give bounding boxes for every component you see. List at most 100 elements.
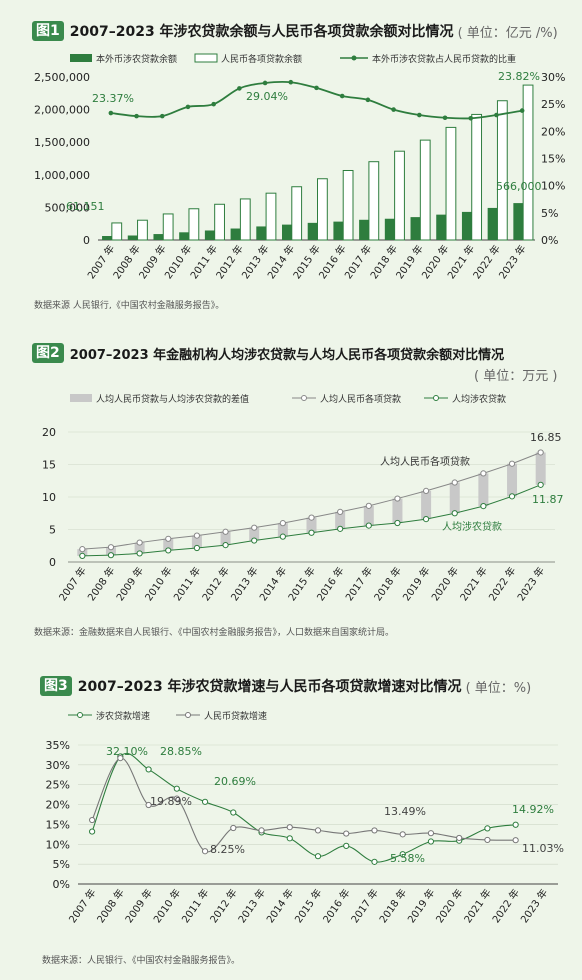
chart1-ytick-left: 2,500,000	[34, 71, 90, 84]
chart3-ann-6: 13.49%	[384, 805, 426, 818]
chart3-line-agri-point	[399, 851, 406, 858]
chart1-bar-agri	[410, 217, 421, 240]
chart1-ratio-point	[519, 108, 525, 113]
chart2-point-rmb	[251, 524, 258, 531]
chart2-xtick: 2016 年	[314, 564, 347, 603]
chart3-line-agri-point	[201, 798, 209, 805]
chart3-ann-1: 32.10%	[106, 745, 148, 758]
chart2-badge: 图2	[32, 343, 64, 363]
chart3-line-agri-point	[173, 785, 180, 792]
chart2-diff-bar	[163, 538, 174, 551]
chart1-bar-rmb	[496, 100, 508, 241]
chart2-legend-swatch-bar	[70, 394, 92, 402]
chart3-xtick: 2018 年	[376, 886, 409, 925]
chart2-point-agri	[251, 537, 258, 544]
chart2-diff-bar	[507, 463, 518, 497]
chart1-ratio-point	[391, 107, 396, 112]
chart1-bar-rmb	[291, 186, 303, 241]
chart1-ytick-left: 500,000	[45, 201, 91, 214]
chart2-xtick: 2021 年	[457, 564, 490, 603]
chart3-line-rmb-point	[314, 827, 322, 834]
chart2-ann-label-agri: 人均涉农贷款	[442, 520, 502, 533]
chart1-unit: ( 单位：亿元 /%)	[457, 25, 558, 41]
chart3-line-agri-point	[427, 838, 435, 845]
chart2-ann-label-rmb: 人均人民币各项贷款	[380, 455, 470, 468]
chart2-point-rmb	[107, 544, 115, 551]
chart3-line-rmb-point	[484, 836, 491, 844]
chart3-ytick: 0%	[53, 878, 70, 891]
chart2-point-agri	[422, 516, 430, 523]
chart1-ratio-point	[159, 113, 165, 119]
chart1-ratio-point	[365, 97, 371, 103]
chart2-point-rmb	[165, 535, 172, 542]
chart3-title-row: 图3 2007–2023 年涉农贷款增速与人民币各项贷款增速对比情况 ( 单位：…	[40, 675, 531, 697]
chart2-ann-end-agri: 11.87	[532, 493, 564, 506]
chart2-point-agri	[222, 542, 229, 549]
chart3-line-rmb-point	[371, 827, 378, 834]
chart2-xtick: 2010 年	[142, 564, 175, 603]
chart1-legend-2: 人民币各项贷款余额	[221, 53, 302, 65]
chart1-bar-agri	[204, 230, 215, 240]
chart1-ann-ratio-2014: 29.04%	[246, 90, 288, 103]
chart2-svg: 人均人民币贷款与人均涉农贷款的差值 人均人民币各项贷款 人均涉农贷款 0 5 10 1…	[42, 393, 564, 603]
chart3-line-rmb-point	[258, 827, 265, 834]
chart3-line-rmb-point	[173, 795, 180, 802]
chart1-bar-rmb	[394, 150, 405, 241]
chart1-ratio-point	[262, 80, 268, 86]
chart2-ytick: 15	[42, 459, 56, 472]
chart2-ytick: 10	[42, 491, 56, 504]
chart2-panel: 图2 2007–2023 年金融机构人均涉农贷款与人均人民币各项贷款余额对比情况…	[0, 325, 582, 655]
chart1-title-row: 图1 2007–2023 年涉农贷款余额与人民币各项贷款余额对比情况 ( 单位：…	[32, 20, 558, 42]
chart3-xtick: 2020 年	[433, 886, 466, 925]
chart3-badge: 图3	[40, 676, 72, 696]
chart1-ratio-point	[442, 115, 448, 121]
chart1-ytick-left: 2,000,000	[34, 104, 90, 117]
chart1-bar-rmb	[188, 208, 200, 241]
chart3-xtick: 2023 年	[518, 886, 551, 925]
chart2-xtick: 2019 年	[400, 564, 433, 603]
chart2-diff-bar	[105, 547, 116, 556]
chart3-ann-3: 19.89%	[150, 795, 192, 808]
chart3-ytick: 35%	[46, 739, 70, 752]
chart3-xtick: 2007 年	[66, 886, 99, 925]
chart1-ratio-point	[237, 86, 242, 91]
chart3-line-rmb-point	[89, 816, 96, 824]
chart1-source: 数据来源 人民银行,《中国农村金融服务报告》。	[34, 301, 225, 311]
chart1-legend-3: 本外币涉农贷款占人民币贷款的比重	[372, 53, 516, 65]
chart3-xtick: 2012 年	[207, 886, 240, 925]
chart3-xtick: 2016 年	[320, 886, 353, 925]
chart1-legend-marker	[351, 55, 357, 61]
chart2-point-agri	[394, 519, 401, 527]
chart2-point-rmb	[79, 546, 86, 553]
chart2-diff-bar	[449, 482, 460, 514]
chart1-bar-agri	[333, 221, 344, 240]
chart1-bar-rmb	[342, 169, 354, 241]
chart1-ratio-point	[185, 104, 191, 110]
chart2-xtick: 2013 年	[228, 564, 261, 603]
chart2-xtick: 2009 年	[113, 564, 146, 603]
chart1-title: 2007–2023 年涉农贷款余额与人民币各项贷款余额对比情况	[69, 24, 454, 40]
chart2-point-rmb	[308, 514, 315, 521]
chart2-legend-3: 人均涉农贷款	[452, 393, 506, 405]
chart3-line-agri-point	[286, 835, 293, 842]
chart1-ytick-right: 25%	[541, 98, 565, 111]
chart1-ratio-point	[288, 79, 294, 85]
chart1-legend-swatch-outline	[194, 53, 218, 63]
chart2-point-rmb	[279, 520, 286, 527]
chart2-point-agri	[279, 533, 286, 540]
chart3-line-rmb-point	[456, 834, 463, 842]
chart1-ytick-right: 30%	[541, 71, 565, 84]
chart2-diff-bar	[134, 542, 145, 554]
chart3-ytick: 20%	[46, 799, 70, 812]
chart1-bar-rmb	[137, 219, 148, 241]
chart2-diff-bar	[77, 549, 88, 556]
chart3-line-agri-point	[343, 842, 350, 849]
chart1-ratio-point	[468, 115, 474, 121]
chart3-ytick: 5%	[53, 858, 70, 871]
chart2-title-row: 图2 2007–2023 年金融机构人均涉农贷款与人均人民币各项贷款余额对比情况	[32, 342, 504, 364]
chart2-xtick: 2012 年	[199, 564, 232, 603]
chart3-line-agri-point	[89, 828, 96, 835]
chart2-point-rmb	[193, 532, 201, 539]
chart1-ann-ratio-2023: 23.82%	[498, 70, 540, 83]
chart1-bar-agri	[281, 224, 292, 240]
